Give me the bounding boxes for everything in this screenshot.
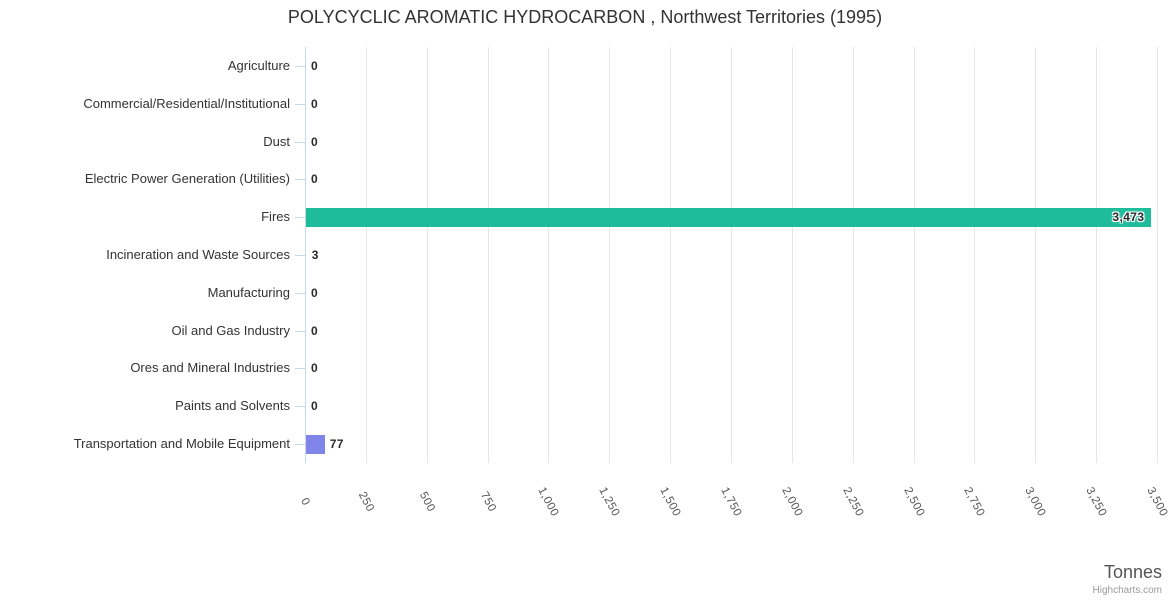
chart-title: POLYCYCLIC AROMATIC HYDROCARBON , Northw… — [287, 7, 883, 27]
bar[interactable] — [306, 207, 1152, 227]
value-axis-tick-label: 3,500 — [1144, 485, 1170, 519]
value-label: 0 — [311, 58, 319, 73]
gridline — [791, 47, 793, 463]
gridline — [1096, 47, 1098, 463]
value-axis-tick-label: 750 — [477, 490, 498, 514]
value-axis-tick-label: 0 — [298, 496, 312, 508]
value-label: 0 — [311, 134, 319, 149]
gridline — [913, 47, 915, 463]
value-axis-tick-label: 500 — [416, 490, 437, 514]
category-label: Incineration and Waste Sources — [106, 247, 290, 262]
category-tick-mark — [295, 142, 305, 143]
category-label: Fires — [261, 209, 290, 225]
bar[interactable] — [306, 434, 325, 454]
category-tick-mark — [295, 331, 305, 332]
value-label: 0 — [311, 96, 319, 111]
category-label: Paints and Solvents — [175, 398, 290, 414]
value-axis-tick-label: 3,250 — [1083, 485, 1109, 519]
value-axis-tick-label: 250 — [355, 490, 376, 514]
category-tick-mark — [295, 406, 305, 407]
value-axis-tick-label: 1,250 — [596, 485, 622, 519]
value-axis-tick-label: 2,250 — [840, 485, 866, 519]
value-axis-tick-label: 2,000 — [779, 485, 805, 519]
gridline — [365, 47, 367, 463]
gridline — [548, 47, 550, 463]
gridline — [609, 47, 611, 463]
category-label: Dust — [263, 133, 290, 149]
gridline — [731, 47, 732, 463]
value-label: 0 — [311, 172, 319, 187]
gridline — [974, 47, 976, 463]
value-label: 77 — [329, 437, 344, 452]
category-label: Transportation and Mobile Equipment — [73, 436, 290, 452]
value-axis-tick-label: 1,750 — [718, 485, 744, 519]
category-label: Oil and Gas Industry — [171, 322, 291, 338]
category-label: Electric Power Generation (Utilities) — [84, 171, 290, 187]
value-label: 0 — [311, 361, 319, 376]
category-tick-mark — [295, 66, 305, 67]
gridline — [426, 47, 428, 463]
category-label: Manufacturing — [207, 284, 290, 300]
category-tick-mark — [295, 255, 305, 256]
value-axis-title: Tonnes — [1103, 562, 1162, 582]
gridline — [487, 47, 489, 463]
category-tick-mark — [295, 444, 305, 445]
category-tick-mark — [295, 179, 305, 180]
value-axis-tick-label: 2,500 — [900, 485, 927, 519]
value-axis-tick-label: 2,750 — [961, 485, 988, 519]
category-tick-mark — [295, 217, 305, 218]
value-label: 0 — [311, 399, 319, 414]
category-label: Ores and Mineral Industries — [130, 360, 290, 376]
category-label: Agriculture — [227, 57, 290, 73]
gridline — [670, 47, 672, 463]
category-tick-mark — [295, 104, 305, 105]
gridline — [1035, 47, 1037, 463]
category-axis-line — [305, 47, 306, 463]
value-label: 0 — [311, 323, 319, 338]
highcharts-credit-link[interactable]: Highcharts.com — [1092, 585, 1162, 596]
value-label: 3 — [311, 248, 319, 262]
value-axis-tick-label: 1,500 — [657, 485, 683, 519]
value-label: 0 — [311, 285, 319, 300]
gridline — [1157, 47, 1158, 463]
value-axis-tick-label: 1,000 — [535, 485, 562, 519]
value-label: 3,473 — [1112, 210, 1145, 225]
value-axis-tick-label: 3,000 — [1022, 485, 1048, 519]
category-label: Commercial/Residential/Institutional — [83, 95, 290, 111]
gridline — [852, 47, 854, 463]
category-tick-mark — [295, 293, 305, 294]
category-tick-mark — [295, 368, 305, 369]
